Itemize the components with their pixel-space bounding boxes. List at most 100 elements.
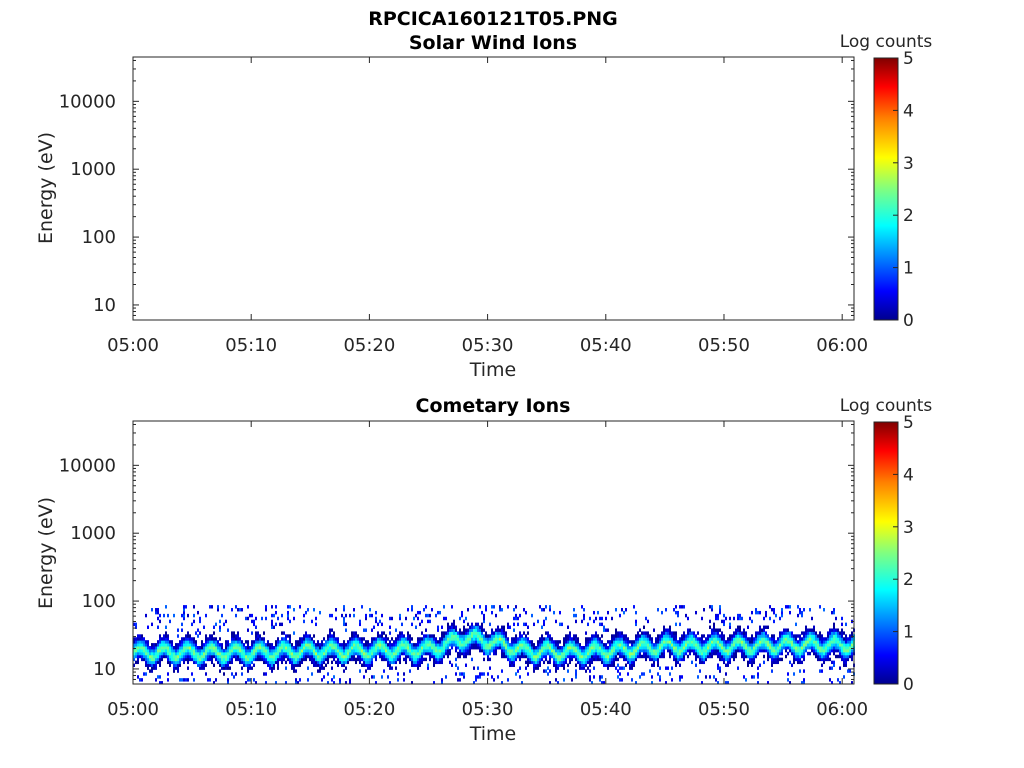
spectrogram-cell — [527, 625, 529, 629]
spectrogram-cell — [135, 625, 137, 629]
spectrogram-cell — [821, 657, 823, 662]
spectrogram-cell — [285, 681, 287, 685]
spectrogram-cell — [237, 634, 239, 638]
spectrogram-cell — [479, 637, 481, 641]
spectrogram-cell — [513, 660, 515, 665]
spectrogram-cell — [179, 646, 181, 650]
spectrogram-cell — [543, 640, 545, 644]
spectrogram-cell — [589, 663, 591, 667]
spectrogram-cell — [849, 651, 851, 656]
spectrogram-cell — [441, 660, 443, 665]
spectrogram-cell — [755, 651, 757, 656]
spectrogram-cell — [443, 654, 445, 659]
spectrogram-cell — [503, 651, 505, 656]
spectrogram-cell — [599, 640, 601, 644]
spectrogram-cell — [359, 643, 361, 647]
spectrogram-cell — [161, 643, 163, 647]
spectrogram-cell — [843, 651, 845, 656]
spectrogram-cell — [367, 651, 369, 656]
spectrogram-cell — [803, 657, 805, 662]
spectrogram-cell — [793, 643, 795, 647]
spectrogram-cell — [595, 657, 597, 662]
spectrogram-cell — [339, 660, 341, 665]
spectrogram-cell — [197, 651, 199, 656]
spectrogram-cell — [783, 640, 785, 644]
spectrogram-cell — [773, 643, 775, 647]
spectrogram-cell — [471, 625, 473, 629]
spectrogram-cell — [651, 637, 653, 641]
spectrogram-cell — [755, 640, 757, 644]
spectrogram-cell — [827, 631, 829, 635]
spectrogram-cell — [433, 657, 435, 662]
spectrogram-cell — [367, 643, 369, 647]
spectrogram-cell — [835, 640, 837, 644]
spectrogram-cell — [403, 634, 405, 638]
spectrogram-cell — [155, 648, 157, 653]
spectrogram-cell — [327, 672, 329, 676]
spectrogram-cell — [805, 646, 807, 650]
spectrogram-cell — [619, 651, 621, 656]
spectrogram-cell — [831, 681, 833, 685]
spectrogram-cell — [311, 646, 313, 650]
spectrogram-cell — [417, 646, 419, 650]
spectrogram-cell — [679, 678, 681, 682]
spectrogram-cell — [395, 640, 397, 644]
spectrogram-cell — [485, 608, 487, 612]
spectrogram-cell — [193, 660, 195, 665]
spectrogram-cell — [179, 643, 181, 647]
spectrogram-cell — [343, 663, 345, 667]
spectrogram-cell — [505, 651, 507, 656]
spectrogram-cell — [451, 643, 453, 647]
spectrogram-cell — [593, 651, 595, 656]
spectrogram-cell — [769, 640, 771, 644]
spectrogram-cell — [657, 643, 659, 647]
spectrogram-cell — [805, 634, 807, 638]
spectrogram-cell — [205, 634, 207, 638]
spectrogram-cell — [415, 660, 417, 665]
spectrogram-cell — [509, 646, 511, 650]
spectrogram-cell — [181, 678, 183, 682]
spectrogram-cell — [137, 657, 139, 662]
spectrogram-cell — [221, 646, 223, 650]
spectrogram-cell — [395, 666, 397, 670]
spectrogram-cell — [405, 660, 407, 665]
spectrogram-cell — [229, 654, 231, 659]
spectrogram-cell — [825, 643, 827, 647]
spectrogram-cell — [575, 648, 577, 653]
spectrogram-cell — [521, 643, 523, 647]
spectrogram-cell — [515, 672, 517, 676]
spectrogram-cell — [715, 631, 717, 635]
spectrogram-cell — [847, 669, 849, 673]
spectrogram-cell — [821, 643, 823, 647]
spectrogram-cell — [305, 654, 307, 659]
spectrogram-cell — [691, 646, 693, 650]
spectrogram-cell — [329, 628, 331, 632]
spectrogram-cell — [397, 672, 399, 676]
spectrogram-cell — [145, 613, 147, 618]
spectrogram-cell — [615, 637, 617, 641]
spectrogram-cell — [833, 660, 835, 665]
spectrogram-cell — [371, 648, 373, 653]
spectrogram-cell — [845, 637, 847, 641]
spectrogram-cell — [657, 634, 659, 638]
spectrogram-cell — [519, 654, 521, 659]
spectrogram-cell — [595, 654, 597, 659]
spectrogram-cell — [665, 637, 667, 641]
spectrogram-cell — [433, 637, 435, 641]
spectrogram-cell — [529, 643, 531, 647]
spectrogram-cell — [743, 651, 745, 656]
spectrogram-cell — [611, 657, 613, 662]
spectrogram-cell — [419, 660, 421, 665]
spectrogram-cell — [229, 643, 231, 647]
spectrogram-cell — [583, 616, 585, 621]
spectrogram-cell — [581, 663, 583, 667]
spectrogram-cell — [751, 663, 753, 667]
spectrogram-cell — [543, 608, 545, 612]
spectrogram-cell — [761, 646, 763, 650]
spectrogram-cell — [183, 657, 185, 662]
spectrogram-cell — [547, 643, 549, 647]
spectrogram-cell — [631, 657, 633, 662]
spectrogram-cell — [639, 634, 641, 638]
spectrogram-cell — [765, 610, 767, 615]
spectrogram-cell — [565, 646, 567, 650]
